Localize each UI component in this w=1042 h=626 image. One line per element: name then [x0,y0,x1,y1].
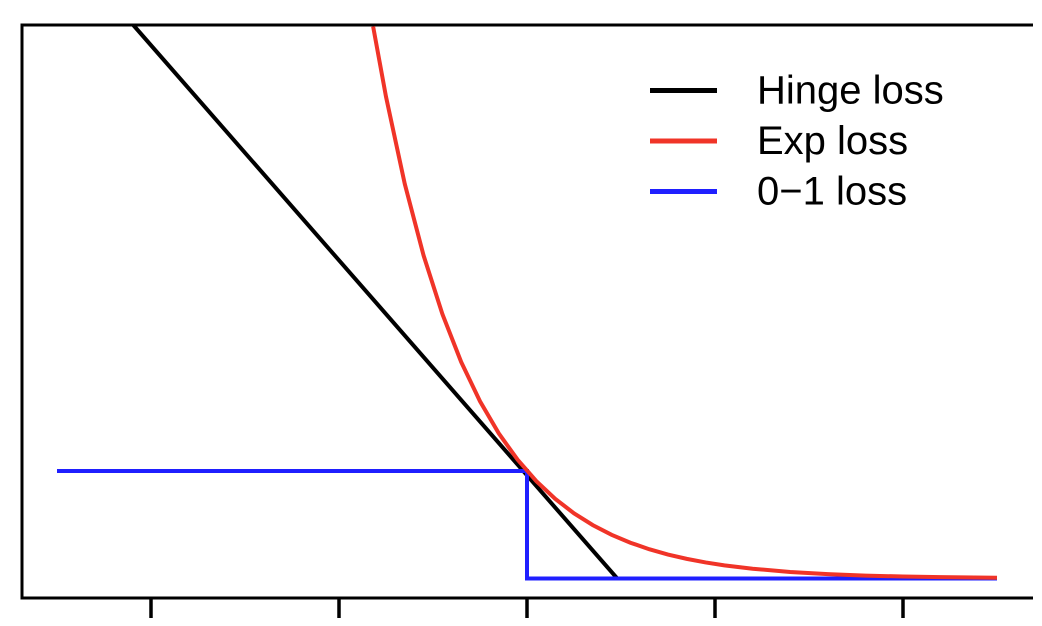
legend-label-exp-loss: Exp loss [757,119,908,163]
legend: Hinge loss Exp loss 0−1 loss [650,69,944,214]
0-1-loss-line [57,469,997,581]
exp-loss-line [371,26,998,580]
series-lines [57,23,998,581]
legend-label-zero-one-loss: 0−1 loss [757,170,907,214]
x-axis-ticks [149,598,905,618]
legend-label-hinge-loss: Hinge loss [757,69,944,113]
